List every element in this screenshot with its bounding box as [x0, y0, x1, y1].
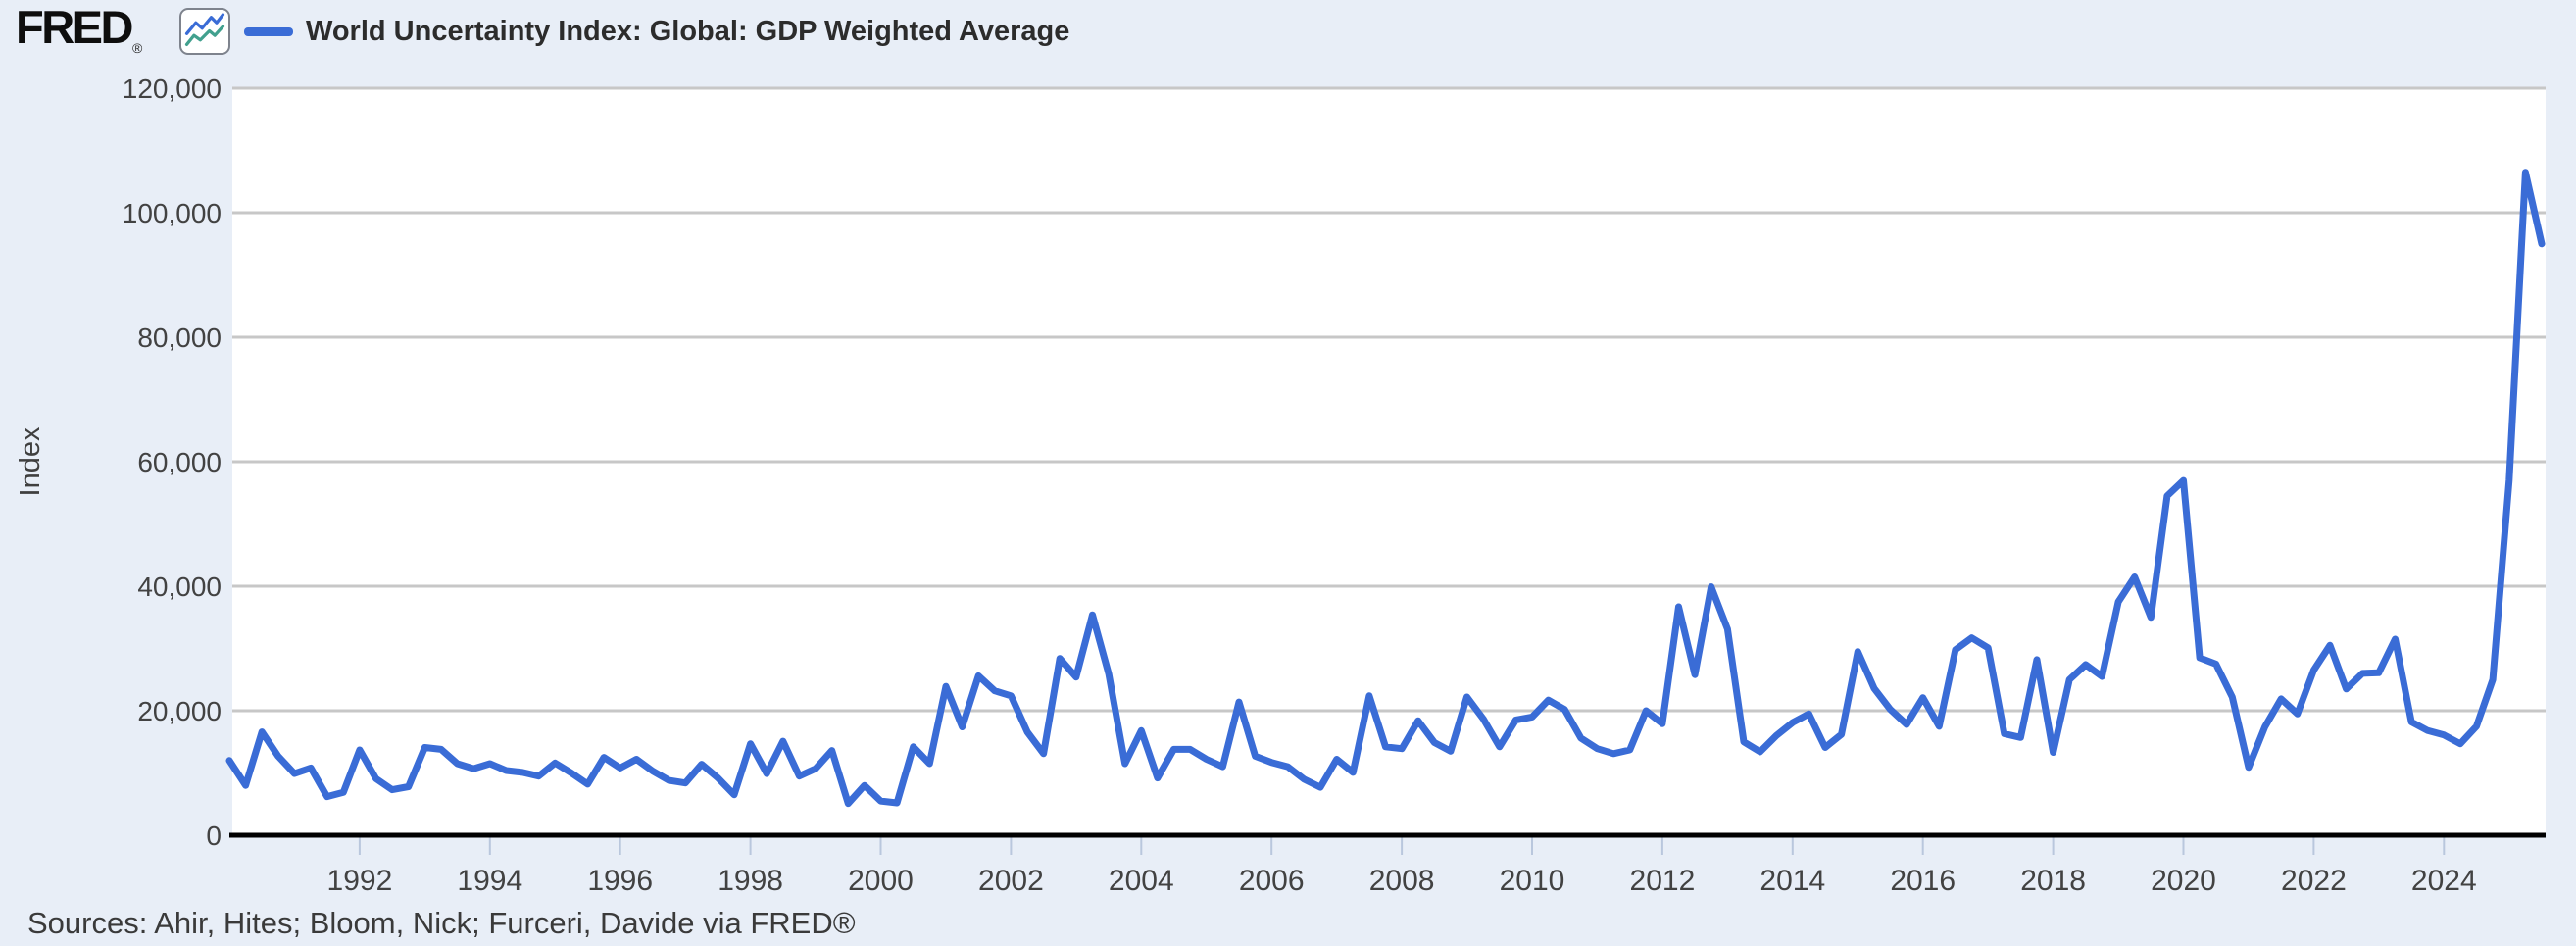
x-tick-label: 2010: [1500, 865, 1565, 897]
x-tick-label: 2006: [1239, 865, 1305, 897]
x-tick-label: 2004: [1109, 865, 1174, 897]
y-tick-label: 60,000: [137, 447, 222, 477]
x-tick-label: 2012: [1630, 865, 1696, 897]
x-tick-label: 1996: [587, 865, 653, 897]
y-tick-label: 120,000: [123, 74, 222, 104]
y-tick-label: 100,000: [123, 198, 222, 228]
y-tick-label: 80,000: [137, 323, 222, 353]
y-tick-label: 20,000: [137, 696, 222, 726]
data-line-series[interactable]: [225, 169, 2546, 808]
x-tick-label: 2014: [1759, 865, 1825, 897]
x-tick-label: 2024: [2411, 865, 2477, 897]
y-tick-label: 40,000: [137, 572, 222, 602]
x-tick-label: 1994: [457, 865, 522, 897]
x-tick-label: 2000: [848, 865, 914, 897]
sparkline-icon-graphic: [184, 13, 225, 46]
fred-sparkline-icon[interactable]: [179, 8, 230, 55]
legend-series-label: World Uncertainty Index: Global: GDP Wei…: [306, 15, 1070, 47]
x-tick-label: 2016: [1890, 865, 1956, 897]
chart-legend: World Uncertainty Index: Global: GDP Wei…: [244, 13, 1069, 50]
fred-logo[interactable]: FRED®: [16, 0, 143, 56]
y-tick-label: 0: [206, 821, 222, 851]
x-tick-label: 1998: [718, 865, 783, 897]
x-tick-label: 1992: [327, 865, 393, 897]
fred-logo-text: FRED: [16, 1, 133, 53]
x-tick-label: 2008: [1369, 865, 1435, 897]
x-tick-label: 2020: [2151, 865, 2216, 897]
x-tick-label: 2002: [978, 865, 1044, 897]
x-tick-label: 2022: [2281, 865, 2347, 897]
x-tick-label: 2018: [2020, 865, 2086, 897]
legend-line-swatch: [244, 26, 293, 36]
sources-text: Sources: Ahir, Hites; Bloom, Nick; Furce…: [27, 906, 856, 940]
registered-trademark: ®: [131, 40, 143, 56]
